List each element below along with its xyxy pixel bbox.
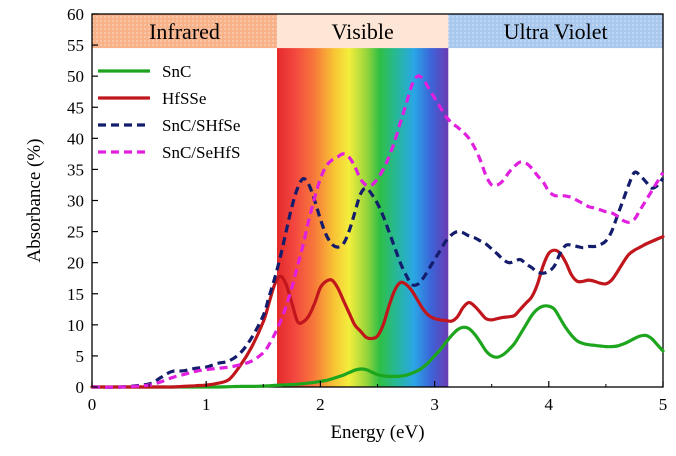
region-label: Infrared [149, 19, 220, 44]
visible-spectrum [277, 48, 449, 387]
x-tick-label: 1 [202, 395, 211, 414]
y-axis-label: Absorbance (%) [24, 139, 45, 263]
ultra-violet-band-texture [448, 14, 663, 49]
y-tick-label: 40 [67, 129, 84, 148]
y-tick-label: 55 [67, 36, 84, 55]
series-line-snc-sehfs [91, 74, 665, 389]
y-tick-label: 15 [67, 285, 84, 304]
y-tick-label: 20 [67, 254, 84, 273]
legend-label: SnC/SeHfS [162, 143, 240, 162]
y-tick-label: 50 [67, 67, 84, 86]
legend-label: SnC [162, 62, 191, 81]
infrared-band-texture [92, 14, 278, 49]
region-label: Visible [332, 19, 394, 44]
y-tick-label: 45 [67, 98, 84, 117]
region-label: Ultra Violet [504, 19, 608, 44]
y-tick-label: 25 [67, 223, 84, 242]
legend-label: SnC/SHfSe [162, 116, 240, 135]
y-tick-label: 35 [67, 160, 84, 179]
series-line-snc [90, 304, 665, 389]
visible-band [277, 14, 449, 49]
y-tick-label: 60 [67, 5, 84, 24]
x-tick-label: 3 [430, 395, 439, 414]
x-tick-label: 2 [316, 395, 325, 414]
x-tick-label: 0 [88, 395, 97, 414]
x-tick-label: 4 [545, 395, 554, 414]
x-axis-label: Energy (eV) [330, 422, 424, 443]
y-tick-label: 10 [67, 316, 84, 335]
y-tick-label: 0 [76, 378, 85, 397]
x-tick-label: 5 [659, 395, 668, 414]
y-tick-label: 5 [76, 347, 85, 366]
y-tick-label: 30 [67, 192, 84, 211]
legend-label: HfSSe [162, 89, 206, 108]
